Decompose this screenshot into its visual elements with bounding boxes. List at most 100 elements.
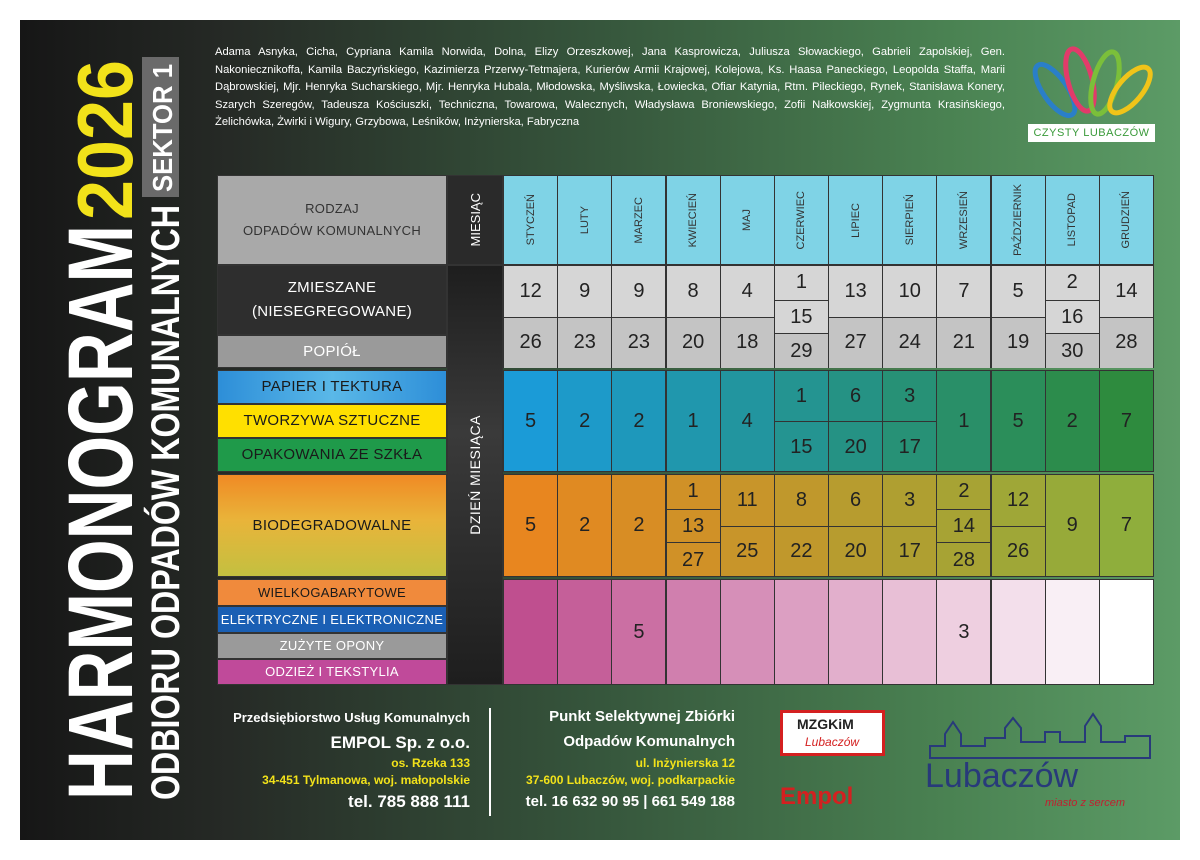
day-cell: 4 bbox=[719, 370, 775, 472]
month-label: KWIECIEŃ bbox=[687, 192, 700, 248]
day-cell: 5 bbox=[503, 370, 559, 472]
day-cell bbox=[1098, 579, 1154, 685]
waste-type: TWORZYWA SZTUCZNE bbox=[217, 404, 447, 438]
day-cell: 9 23 bbox=[557, 265, 613, 368]
pickup-day: 1 bbox=[774, 266, 828, 300]
day-header-cell: DZIEŃ MIESIĄCA bbox=[447, 265, 503, 685]
pickup-day: 2 bbox=[1066, 409, 1078, 432]
day-cell: 7 bbox=[1098, 370, 1154, 472]
pickup-day: 15 bbox=[774, 421, 828, 472]
title-main: HARMONOGRAM bbox=[50, 225, 152, 800]
month-label: PAŹDZIERNIK bbox=[1012, 184, 1025, 256]
day-cell bbox=[719, 579, 775, 685]
day-cell: 2 bbox=[557, 474, 613, 577]
month-cell: CZERWIEC bbox=[773, 175, 829, 265]
pickup-day: 29 bbox=[774, 333, 828, 368]
pickup-day: 28 bbox=[937, 542, 991, 577]
pickup-day: 12 bbox=[504, 266, 558, 317]
day-cell: 13 27 bbox=[828, 265, 884, 368]
month-cell: PAŹDZIERNIK bbox=[990, 175, 1046, 265]
month-cell: MAJ bbox=[719, 175, 775, 265]
pickup-day: 9 bbox=[558, 266, 612, 317]
pickup-day: 2 bbox=[579, 409, 591, 432]
day-cell: 2 14 28 bbox=[936, 474, 992, 577]
day-cell: 2 16 30 bbox=[1044, 265, 1100, 368]
pickup-day: 21 bbox=[937, 316, 991, 368]
day-cell bbox=[557, 579, 613, 685]
month-cell: LISTOPAD bbox=[1044, 175, 1100, 265]
point-line: Punkt Selektywnej Zbiórki bbox=[549, 708, 735, 725]
pickup-day: 17 bbox=[883, 421, 937, 472]
pickup-day: 27 bbox=[829, 316, 883, 368]
day-cell: 5 bbox=[503, 474, 559, 577]
company-city: 34-451 Tylmanowa, woj. małopolskie bbox=[262, 773, 470, 787]
pickup-day: 26 bbox=[504, 316, 558, 368]
day-cell: 7 bbox=[1098, 474, 1154, 577]
pickup-day: 6 bbox=[850, 488, 862, 511]
day-cell: 8 22 bbox=[773, 474, 829, 578]
month-label: SIERPIEŃ bbox=[903, 194, 916, 246]
pickup-day: 4 bbox=[720, 266, 774, 317]
title-block: HARMONOGRAM 2026 ODBIORU ODPADÓW KOMUNAL… bbox=[50, 57, 188, 800]
pickup-day: 7 bbox=[937, 266, 991, 317]
month-cell: WRZESIEŃ bbox=[936, 175, 992, 265]
month-label: LISTOPAD bbox=[1066, 193, 1079, 247]
pickup-day: 11 bbox=[736, 488, 758, 511]
month-cell: STYCZEŃ bbox=[503, 175, 559, 265]
month-cell: MARZEC bbox=[611, 175, 667, 265]
month-label: LIPIEC bbox=[849, 202, 862, 238]
city-skyline bbox=[929, 712, 1151, 759]
pickup-day: 8 bbox=[795, 488, 807, 511]
waste-type: PAPIER I TEKTURA bbox=[217, 370, 447, 404]
pickup-day: 22 bbox=[774, 525, 828, 578]
pickup-day: 23 bbox=[558, 316, 612, 368]
streets: Adama Asnyka, Cicha, Cypriana Kamila Nor… bbox=[215, 46, 1005, 128]
day-cell: 5 bbox=[611, 579, 667, 685]
company-street: os. Rzeka 133 bbox=[391, 756, 470, 770]
day-cell: 1 15 bbox=[773, 370, 829, 472]
day-cell bbox=[882, 579, 938, 685]
pickup-day: 10 bbox=[883, 266, 937, 317]
pickup-day: 24 bbox=[883, 316, 937, 368]
day-cell bbox=[503, 579, 559, 685]
day-cell bbox=[990, 579, 1046, 685]
pickup-day: 23 bbox=[612, 316, 666, 368]
logo-text: CZYSTY LUBACZÓW bbox=[1028, 124, 1155, 142]
day-cell: 9 bbox=[1044, 474, 1100, 577]
pickup-day: 20 bbox=[829, 421, 883, 472]
pickup-day: 18 bbox=[720, 316, 774, 368]
month-header-cell: MIESIĄC bbox=[447, 175, 503, 265]
pickup-day: 13 bbox=[829, 266, 883, 317]
pickup-day: 5 bbox=[633, 620, 645, 643]
waste-type: ZUŻYTE OPONY bbox=[217, 633, 447, 659]
day-cell: 3 17 bbox=[882, 474, 938, 578]
point-line: Odpadów Komunalnych bbox=[563, 733, 735, 750]
pickup-day: 2 bbox=[1045, 266, 1099, 300]
pickup-day: 2 bbox=[633, 514, 645, 536]
pickup-day: 14 bbox=[1099, 266, 1153, 317]
day-cell bbox=[1044, 579, 1100, 685]
type-header: RODZAJ ODPADÓW KOMUNALNYCH bbox=[217, 175, 447, 265]
month-label: LUTY bbox=[578, 205, 591, 235]
day-header: DZIEŃ MIESIĄCA bbox=[467, 415, 483, 535]
waste-type: ODZIEŻ I TEKSTYLIA bbox=[217, 659, 447, 685]
pickup-day: 1 bbox=[795, 384, 807, 407]
pickup-day: 15 bbox=[774, 299, 828, 335]
pickup-day: 17 bbox=[883, 525, 937, 578]
month-label: WRZESIEŃ bbox=[957, 190, 970, 250]
point-street: ul. Inżynierska 12 bbox=[635, 756, 735, 770]
empol-logo: Empol bbox=[780, 783, 854, 810]
waste-type: WIELKOGABARYTOWE bbox=[217, 579, 447, 606]
pickup-day: 9 bbox=[612, 266, 666, 317]
pickup-day: 4 bbox=[741, 409, 753, 432]
pickup-day: 3 bbox=[958, 620, 970, 643]
day-cell: 10 24 bbox=[882, 265, 938, 368]
day-cell: 3 17 bbox=[882, 370, 938, 472]
month-label: MARZEC bbox=[632, 196, 645, 244]
month-cell: KWIECIEŃ bbox=[665, 175, 721, 265]
pickup-day: 5 bbox=[525, 514, 537, 536]
pickup-day: 13 bbox=[666, 508, 720, 544]
day-cell: 1 15 29 bbox=[773, 265, 829, 368]
waste-type: BIODEGRADOWALNE bbox=[217, 474, 447, 577]
title-year: 2026 bbox=[61, 60, 149, 220]
